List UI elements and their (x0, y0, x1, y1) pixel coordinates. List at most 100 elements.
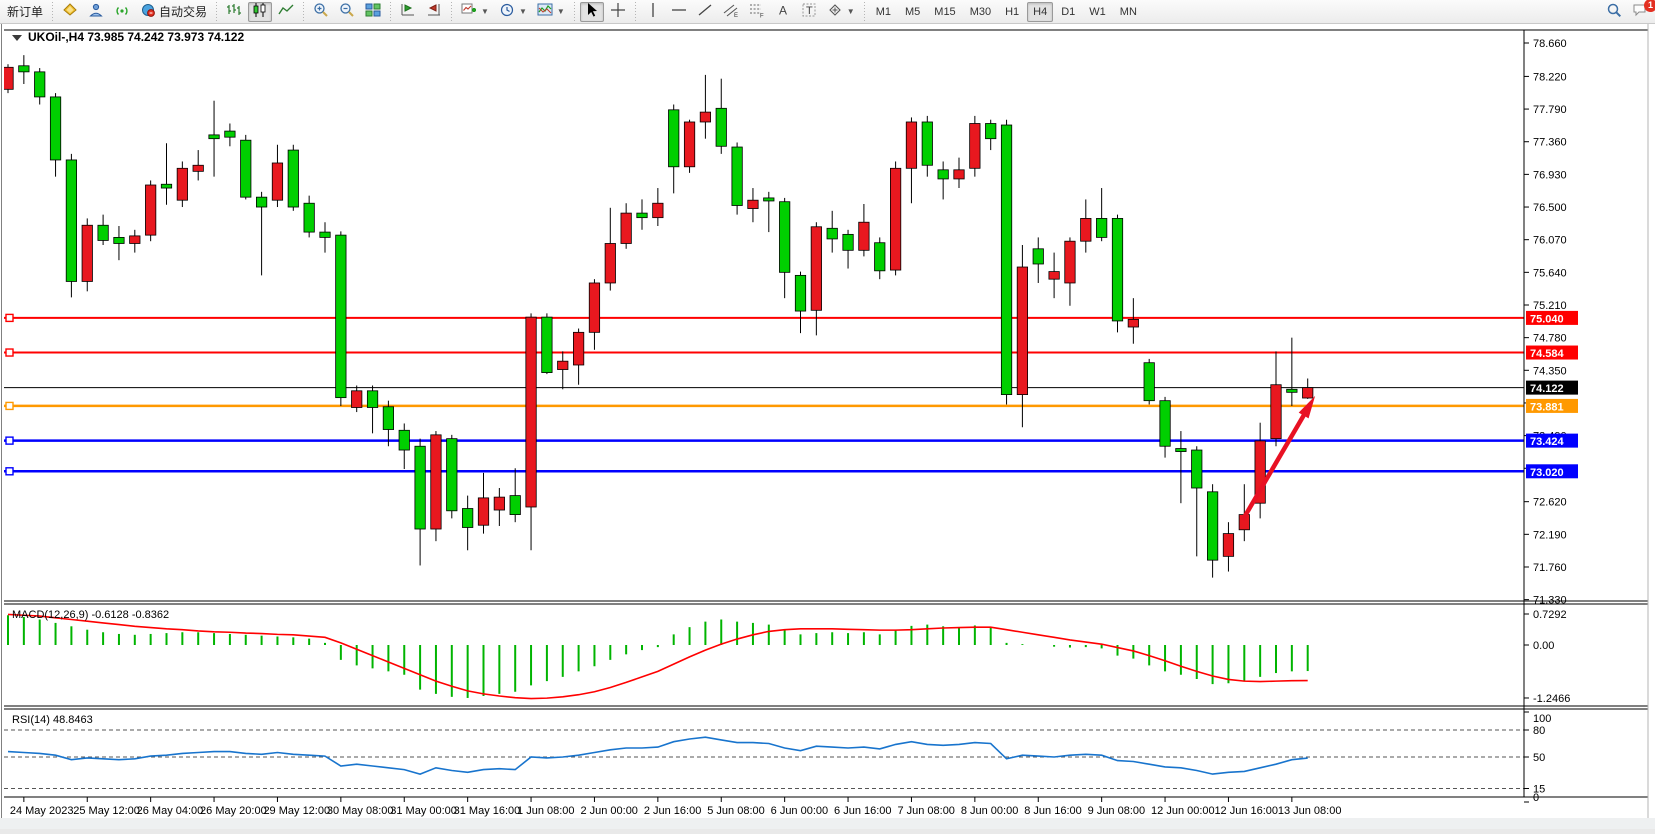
tile-windows-button[interactable] (361, 2, 385, 22)
indicators-button[interactable]: ▼ (533, 2, 569, 22)
new-order-button[interactable]: 新订单 (3, 2, 47, 22)
shapes-button[interactable]: ▼ (823, 2, 859, 22)
chart-shift-button[interactable] (422, 2, 446, 22)
price-badge (1526, 433, 1578, 448)
candlestick (1207, 491, 1219, 561)
timeframe-button-h1[interactable]: H1 (1005, 5, 1020, 18)
candlestick (509, 495, 521, 515)
candlestick (668, 109, 680, 168)
candlestick-button[interactable] (248, 1, 273, 22)
time-axis-label: 25 May 12:00 (73, 805, 140, 817)
price-axis-label: 75.640 (1533, 267, 1567, 279)
timeframe-button-h4[interactable]: H4 (1027, 1, 1054, 22)
trendline-button[interactable] (693, 2, 717, 22)
chart-collapse-icon[interactable] (12, 35, 22, 41)
candlestick (921, 121, 933, 166)
candlestick (573, 331, 585, 366)
vertical-line-button[interactable] (641, 2, 665, 22)
svg-text:T: T (806, 5, 813, 17)
new-chart-button[interactable]: ▼ (457, 2, 493, 22)
candlestick (937, 169, 949, 180)
trend-arrow-line[interactable] (1240, 403, 1313, 522)
fibonacci-button[interactable]: F (745, 2, 769, 22)
line-handle[interactable] (5, 313, 14, 323)
candlestick (351, 390, 363, 408)
search-button[interactable] (1602, 2, 1626, 22)
rsi-axis-label: 80 (1533, 725, 1545, 737)
cursor-button[interactable] (579, 1, 604, 22)
level-price-badge-label: 73.424 (1530, 436, 1565, 448)
trendline-icon (697, 2, 713, 21)
candlestick (747, 199, 759, 209)
timeframe-button-m5[interactable]: M5 (905, 5, 921, 18)
time-axis-label: 31 May 00:00 (390, 805, 457, 817)
periods-button[interactable]: ▼ (495, 2, 531, 22)
candlestick (255, 196, 268, 208)
indicators-icon (537, 2, 553, 21)
price-badge (1526, 464, 1578, 479)
line-handle[interactable] (5, 401, 14, 411)
current-price-badge-label: 74.122 (1530, 383, 1564, 395)
price-axis-label: 71.760 (1533, 562, 1567, 574)
candlestick (604, 243, 616, 284)
label-button[interactable]: T (797, 2, 821, 22)
auto-scroll-button[interactable] (396, 2, 420, 22)
horizontal-line-button[interactable] (667, 2, 691, 22)
signal-button[interactable] (110, 2, 134, 22)
candlestick (985, 123, 997, 140)
trend-arrow-head[interactable] (1298, 395, 1316, 419)
zoom-out-button[interactable] (335, 2, 359, 22)
autotrading-button[interactable]: 自动交易 (136, 2, 211, 22)
svg-text:E: E (734, 13, 738, 18)
macd-axis-label: 0.7292 (1533, 609, 1567, 621)
line-handle[interactable] (5, 467, 14, 476)
toolbar-separator (632, 1, 638, 22)
timeframe-button-m30[interactable]: M30 (969, 5, 992, 18)
text-button[interactable]: A (771, 2, 795, 22)
funds-button[interactable] (58, 2, 82, 22)
timeframe-button-d1[interactable]: D1 (1061, 5, 1076, 18)
price-axis-label: 77.360 (1533, 137, 1567, 149)
periods-icon (499, 2, 515, 21)
candlestick (1270, 384, 1282, 440)
timeframe-button-mn[interactable]: MN (1119, 5, 1137, 18)
candlestick (176, 167, 188, 201)
channel-icon: E (723, 2, 739, 21)
profile-button[interactable] (84, 2, 108, 22)
candles-layer (4, 55, 1314, 578)
line-chart-icon (278, 2, 294, 21)
time-axis-label: 7 Jun 08:00 (897, 805, 955, 817)
line-handle[interactable] (5, 348, 14, 357)
timeframe-button-w1[interactable]: W1 (1089, 5, 1106, 18)
search-icon (1606, 2, 1622, 21)
candlestick (1286, 388, 1298, 393)
toolbar-separator (449, 1, 455, 22)
zoom-in-button[interactable] (309, 2, 333, 22)
candlestick (65, 159, 77, 282)
chart-window: 78.660 78.220 77.790 77.360 76.930 76.500 76.0… (0, 24, 1655, 829)
candlestick (113, 237, 125, 244)
candlestick (842, 233, 854, 251)
auto-scroll-icon (400, 2, 416, 21)
timeframe-button-m1[interactable]: M1 (875, 5, 891, 18)
notifications-button[interactable]: 1 (1628, 0, 1655, 22)
time-axis-label: 30 May 08:00 (327, 805, 394, 817)
candlestick (240, 139, 252, 198)
crosshair-icon (610, 2, 626, 21)
candlestick (1222, 533, 1235, 557)
line-handle[interactable] (5, 436, 14, 445)
crosshair-button[interactable] (606, 2, 630, 22)
channel-button[interactable]: E (719, 2, 743, 22)
time-axis-label: 31 May 16:00 (454, 805, 521, 817)
macd-axis-label: 0.00 (1533, 640, 1554, 652)
bar-chart-button[interactable] (222, 2, 246, 22)
candlestick (335, 234, 347, 399)
candlestick (414, 445, 426, 530)
candlestick (208, 134, 220, 140)
time-axis-label: 1 Jun 08:00 (517, 805, 575, 817)
time-axis-label: 26 May 20:00 (200, 805, 267, 817)
line-chart-button[interactable] (274, 2, 298, 22)
timeframe-button-m15[interactable]: M15 (934, 5, 956, 18)
time-axis-label: 26 May 04:00 (137, 805, 204, 817)
